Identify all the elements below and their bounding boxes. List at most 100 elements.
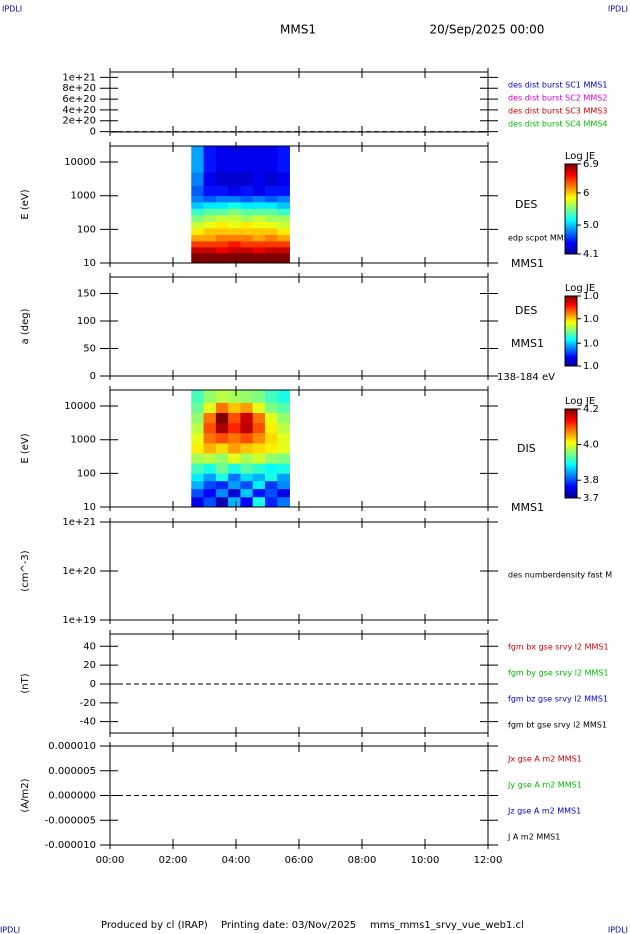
spectrogram-cell <box>203 221 217 229</box>
footer-producer: Produced by cl (IRAP) <box>101 920 208 931</box>
spectrogram-cell <box>203 496 217 507</box>
spectrogram-cell <box>203 453 217 464</box>
spectrogram-cell <box>277 195 290 203</box>
spectrogram-cell <box>240 442 254 454</box>
y-axis-label: E (eV) <box>20 433 31 463</box>
spectrogram-cell <box>240 488 254 498</box>
spectrogram-cell <box>252 488 266 498</box>
y-tick-label: 2e+20 <box>62 116 96 127</box>
spectrogram-cell <box>277 432 290 444</box>
corner-label: IPDLI <box>608 926 628 934</box>
spectrogram-cell <box>252 442 266 454</box>
spectrogram-cell <box>215 246 229 254</box>
spectrogram-cell <box>264 402 278 413</box>
spectrogram-cell <box>252 234 266 242</box>
y-tick-label: -40 <box>80 717 96 728</box>
spectrogram-cell <box>228 246 241 254</box>
spectrogram-cell <box>203 208 217 216</box>
footer-script: mms_mms1_srvy_vue_web1.cl <box>370 920 524 931</box>
spectrogram-cell <box>215 241 229 248</box>
spectrogram-cell <box>203 442 217 454</box>
y-tick-label: -0.000005 <box>45 815 96 826</box>
spectrogram-cell <box>191 246 204 254</box>
spectrogram-cell <box>215 496 229 507</box>
spectrogram-cell <box>252 402 266 413</box>
legend-entry: Jy gse A m2 MMS1 <box>507 781 582 790</box>
spectrogram-cell <box>252 195 266 203</box>
spectrogram-cell <box>264 208 278 216</box>
legend-entry: Jx gse A m2 MMS1 <box>507 755 582 764</box>
colorbar <box>564 408 578 499</box>
spectrogram-cell <box>215 227 229 235</box>
spectrogram-cell <box>264 422 278 434</box>
legend-entry: fgm by gse srvy l2 MMS1 <box>508 669 609 678</box>
spectrogram-cell <box>203 390 217 403</box>
legend-entry: des dist burst SC4 MMS4 <box>508 120 607 129</box>
panel-label: DES <box>515 304 537 317</box>
spectrogram-cell <box>228 195 241 203</box>
spectrogram-cell <box>252 463 266 474</box>
chart-title: MMS1 <box>280 23 316 37</box>
spectrogram-cell <box>203 185 217 197</box>
y-tick-label: 10000 <box>64 401 96 412</box>
spectrogram-cell <box>277 146 290 173</box>
spectrogram-cell <box>228 488 241 498</box>
spectrogram-cell <box>215 234 229 242</box>
spectrogram-cell <box>228 480 241 490</box>
panel-frame <box>109 389 489 508</box>
spectrogram-cell <box>191 252 204 263</box>
spectrogram-cell <box>215 463 229 474</box>
spectrogram-cell <box>252 473 266 482</box>
spectrogram-cell <box>240 252 254 263</box>
spectrogram-cell <box>277 412 290 424</box>
spectrogram-cell <box>191 201 204 209</box>
colorbar-title: Log JE <box>565 396 595 407</box>
colorbar-tick-label: 3.7 <box>583 493 599 504</box>
spectrogram-cell <box>240 246 254 254</box>
panel-label: 138-184 eV <box>497 372 555 383</box>
y-tick-label: 100 <box>77 468 96 479</box>
x-tick-label: 10:00 <box>411 855 440 866</box>
spectrogram-cell <box>191 453 204 464</box>
spectrogram-cell <box>240 208 254 216</box>
spectrogram-cell <box>264 221 278 229</box>
spectrogram-cell <box>277 442 290 454</box>
spectrogram-cell <box>264 432 278 444</box>
spectrogram-cell <box>240 432 254 444</box>
spectrogram-cell <box>240 496 254 507</box>
spectrogram-cell <box>264 463 278 474</box>
legend-entry: fgm bz gse srvy l2 MMS1 <box>508 695 608 704</box>
spectrogram-cell <box>215 488 229 498</box>
spectrogram-cell <box>191 146 204 173</box>
colorbar-tick-label: 6 <box>583 188 589 199</box>
y-tick-label: -20 <box>80 698 96 709</box>
spectrogram-cell <box>203 412 217 424</box>
spectrogram-cell <box>191 432 204 444</box>
colorbar-tick-label: 1.0 <box>583 361 599 372</box>
y-axis-label: (nT) <box>20 673 31 693</box>
spectrogram-cell <box>191 488 204 498</box>
spectrogram-cell <box>252 146 266 173</box>
spectrogram-cell <box>191 208 204 216</box>
y-tick-label: 0 <box>90 679 96 690</box>
spectrogram-cell <box>191 390 204 403</box>
colorbar-tick-label: 5.0 <box>583 220 599 231</box>
spectrogram-cell <box>240 241 254 248</box>
spectrogram-cell <box>191 221 204 229</box>
spectrogram-cell <box>240 185 254 197</box>
spectrogram-cell <box>228 412 241 424</box>
spectrogram-cell <box>215 214 229 222</box>
spectrogram-cell <box>203 201 217 209</box>
y-tick-label: 1000 <box>71 435 96 446</box>
spectrogram-cell <box>215 473 229 482</box>
spectrogram-cell <box>228 432 241 444</box>
y-tick-label: 0.000005 <box>48 766 96 777</box>
y-tick-label: -0.000010 <box>45 840 96 851</box>
spectrogram-cell <box>191 185 204 197</box>
spectrogram-cell <box>203 234 217 242</box>
spectrogram-cell <box>228 390 241 403</box>
spectrogram-cell <box>277 390 290 403</box>
legend-entry: J A m2 MMS1 <box>507 833 560 842</box>
spectrogram-cell <box>203 246 217 254</box>
spectrogram-cell <box>277 473 290 482</box>
